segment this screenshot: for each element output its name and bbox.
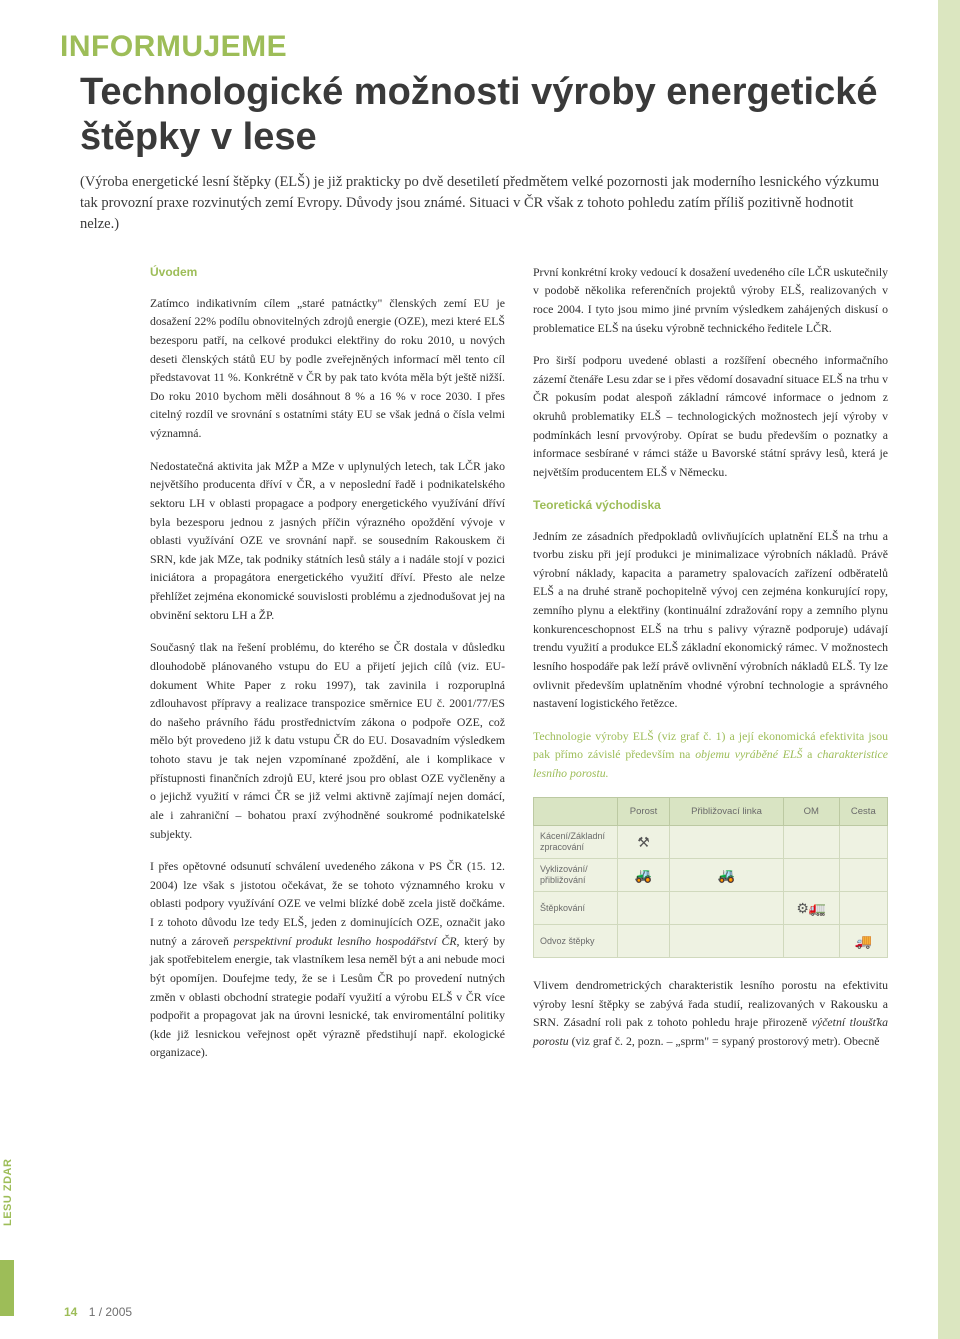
cell	[839, 825, 887, 858]
row-label: Odvoz štěpky	[534, 924, 618, 957]
para-highlight: Technologie výroby ELŠ (viz graf č. 1) a…	[533, 727, 888, 783]
chipper-icon: ⚙🚛	[796, 897, 826, 919]
right-color-band	[938, 0, 960, 1339]
cell: 🚚	[839, 924, 887, 957]
content-area: INFORMUJEME Technologické možnosti výrob…	[30, 0, 938, 1339]
cell	[783, 858, 839, 891]
cell	[670, 825, 784, 858]
section-header: INFORMUJEME	[60, 30, 888, 64]
table-header-row: Porost Přibližovací linka OM Cesta	[534, 797, 888, 825]
para: Vlivem dendrometrických charakteristik l…	[533, 976, 888, 1051]
body-columns: Úvodem Zatímco indikativním cílem „staré…	[150, 263, 888, 1289]
issue-label: 1 / 2005	[89, 1305, 132, 1319]
table-row: Kácení/Základní zpracování ⚒	[534, 825, 888, 858]
table-header: Cesta	[839, 797, 887, 825]
para: Jedním ze zásadních předpokladů ovlivňuj…	[533, 527, 888, 713]
table-header	[534, 797, 618, 825]
table-header: OM	[783, 797, 839, 825]
tractor-icon: 🚜	[635, 864, 652, 886]
cell: ⚒	[618, 825, 670, 858]
tool-icon: ⚒	[637, 831, 650, 853]
para: I přes opětovné odsunutí schválení uvede…	[150, 857, 505, 1062]
tractor-icon: 🚜	[718, 864, 735, 886]
cell	[618, 891, 670, 924]
table-header: Přibližovací linka	[670, 797, 784, 825]
para: První konkrétní kroky vedoucí k dosažení…	[533, 263, 888, 338]
para: Zatímco indikativním cílem „staré patnác…	[150, 294, 505, 443]
magazine-name-vertical: LESU ZDAR	[2, 1159, 14, 1226]
page: LESU ZDAR INFORMUJEME Technologické možn…	[0, 0, 960, 1339]
cell: ⚙🚛	[783, 891, 839, 924]
row-label: Vyklizování/ přibližování	[534, 858, 618, 891]
accent-block	[0, 1260, 14, 1316]
process-table: Porost Přibližovací linka OM Cesta Kácen…	[533, 797, 888, 958]
table-row: Štěpkování ⚙🚛	[534, 891, 888, 924]
heading-theory: Teoretická východiska	[533, 496, 888, 515]
para: Nedostatečná aktivita jak MŽP a MZe v up…	[150, 457, 505, 625]
row-label: Štěpkování	[534, 891, 618, 924]
column-right: První konkrétní kroky vedoucí k dosažení…	[533, 263, 888, 1289]
cell: 🚜	[670, 858, 784, 891]
article-title: Technologické možnosti výroby energetick…	[80, 70, 888, 160]
cell	[839, 858, 887, 891]
cell	[839, 891, 887, 924]
table-header: Porost	[618, 797, 670, 825]
cell	[618, 924, 670, 957]
cell: 🚜	[618, 858, 670, 891]
heading-intro: Úvodem	[150, 263, 505, 282]
left-margin: LESU ZDAR	[0, 0, 30, 1339]
para: Pro širší podporu uvedené oblasti a rozš…	[533, 351, 888, 481]
article-lede: (Výroba energetické lesní štěpky (ELŠ) j…	[80, 172, 888, 235]
para: Současný tlak na řešení problému, do kte…	[150, 638, 505, 843]
column-left: Úvodem Zatímco indikativním cílem „staré…	[150, 263, 505, 1289]
table-row: Vyklizování/ přibližování 🚜 🚜	[534, 858, 888, 891]
cell	[670, 891, 784, 924]
cell	[783, 924, 839, 957]
table-row: Odvoz štěpky 🚚	[534, 924, 888, 957]
cell	[670, 924, 784, 957]
page-footer: 14 1 / 2005	[60, 1289, 888, 1319]
truck-icon: 🚚	[855, 930, 872, 952]
cell	[783, 825, 839, 858]
row-label: Kácení/Základní zpracování	[534, 825, 618, 858]
page-number: 14	[64, 1305, 77, 1319]
